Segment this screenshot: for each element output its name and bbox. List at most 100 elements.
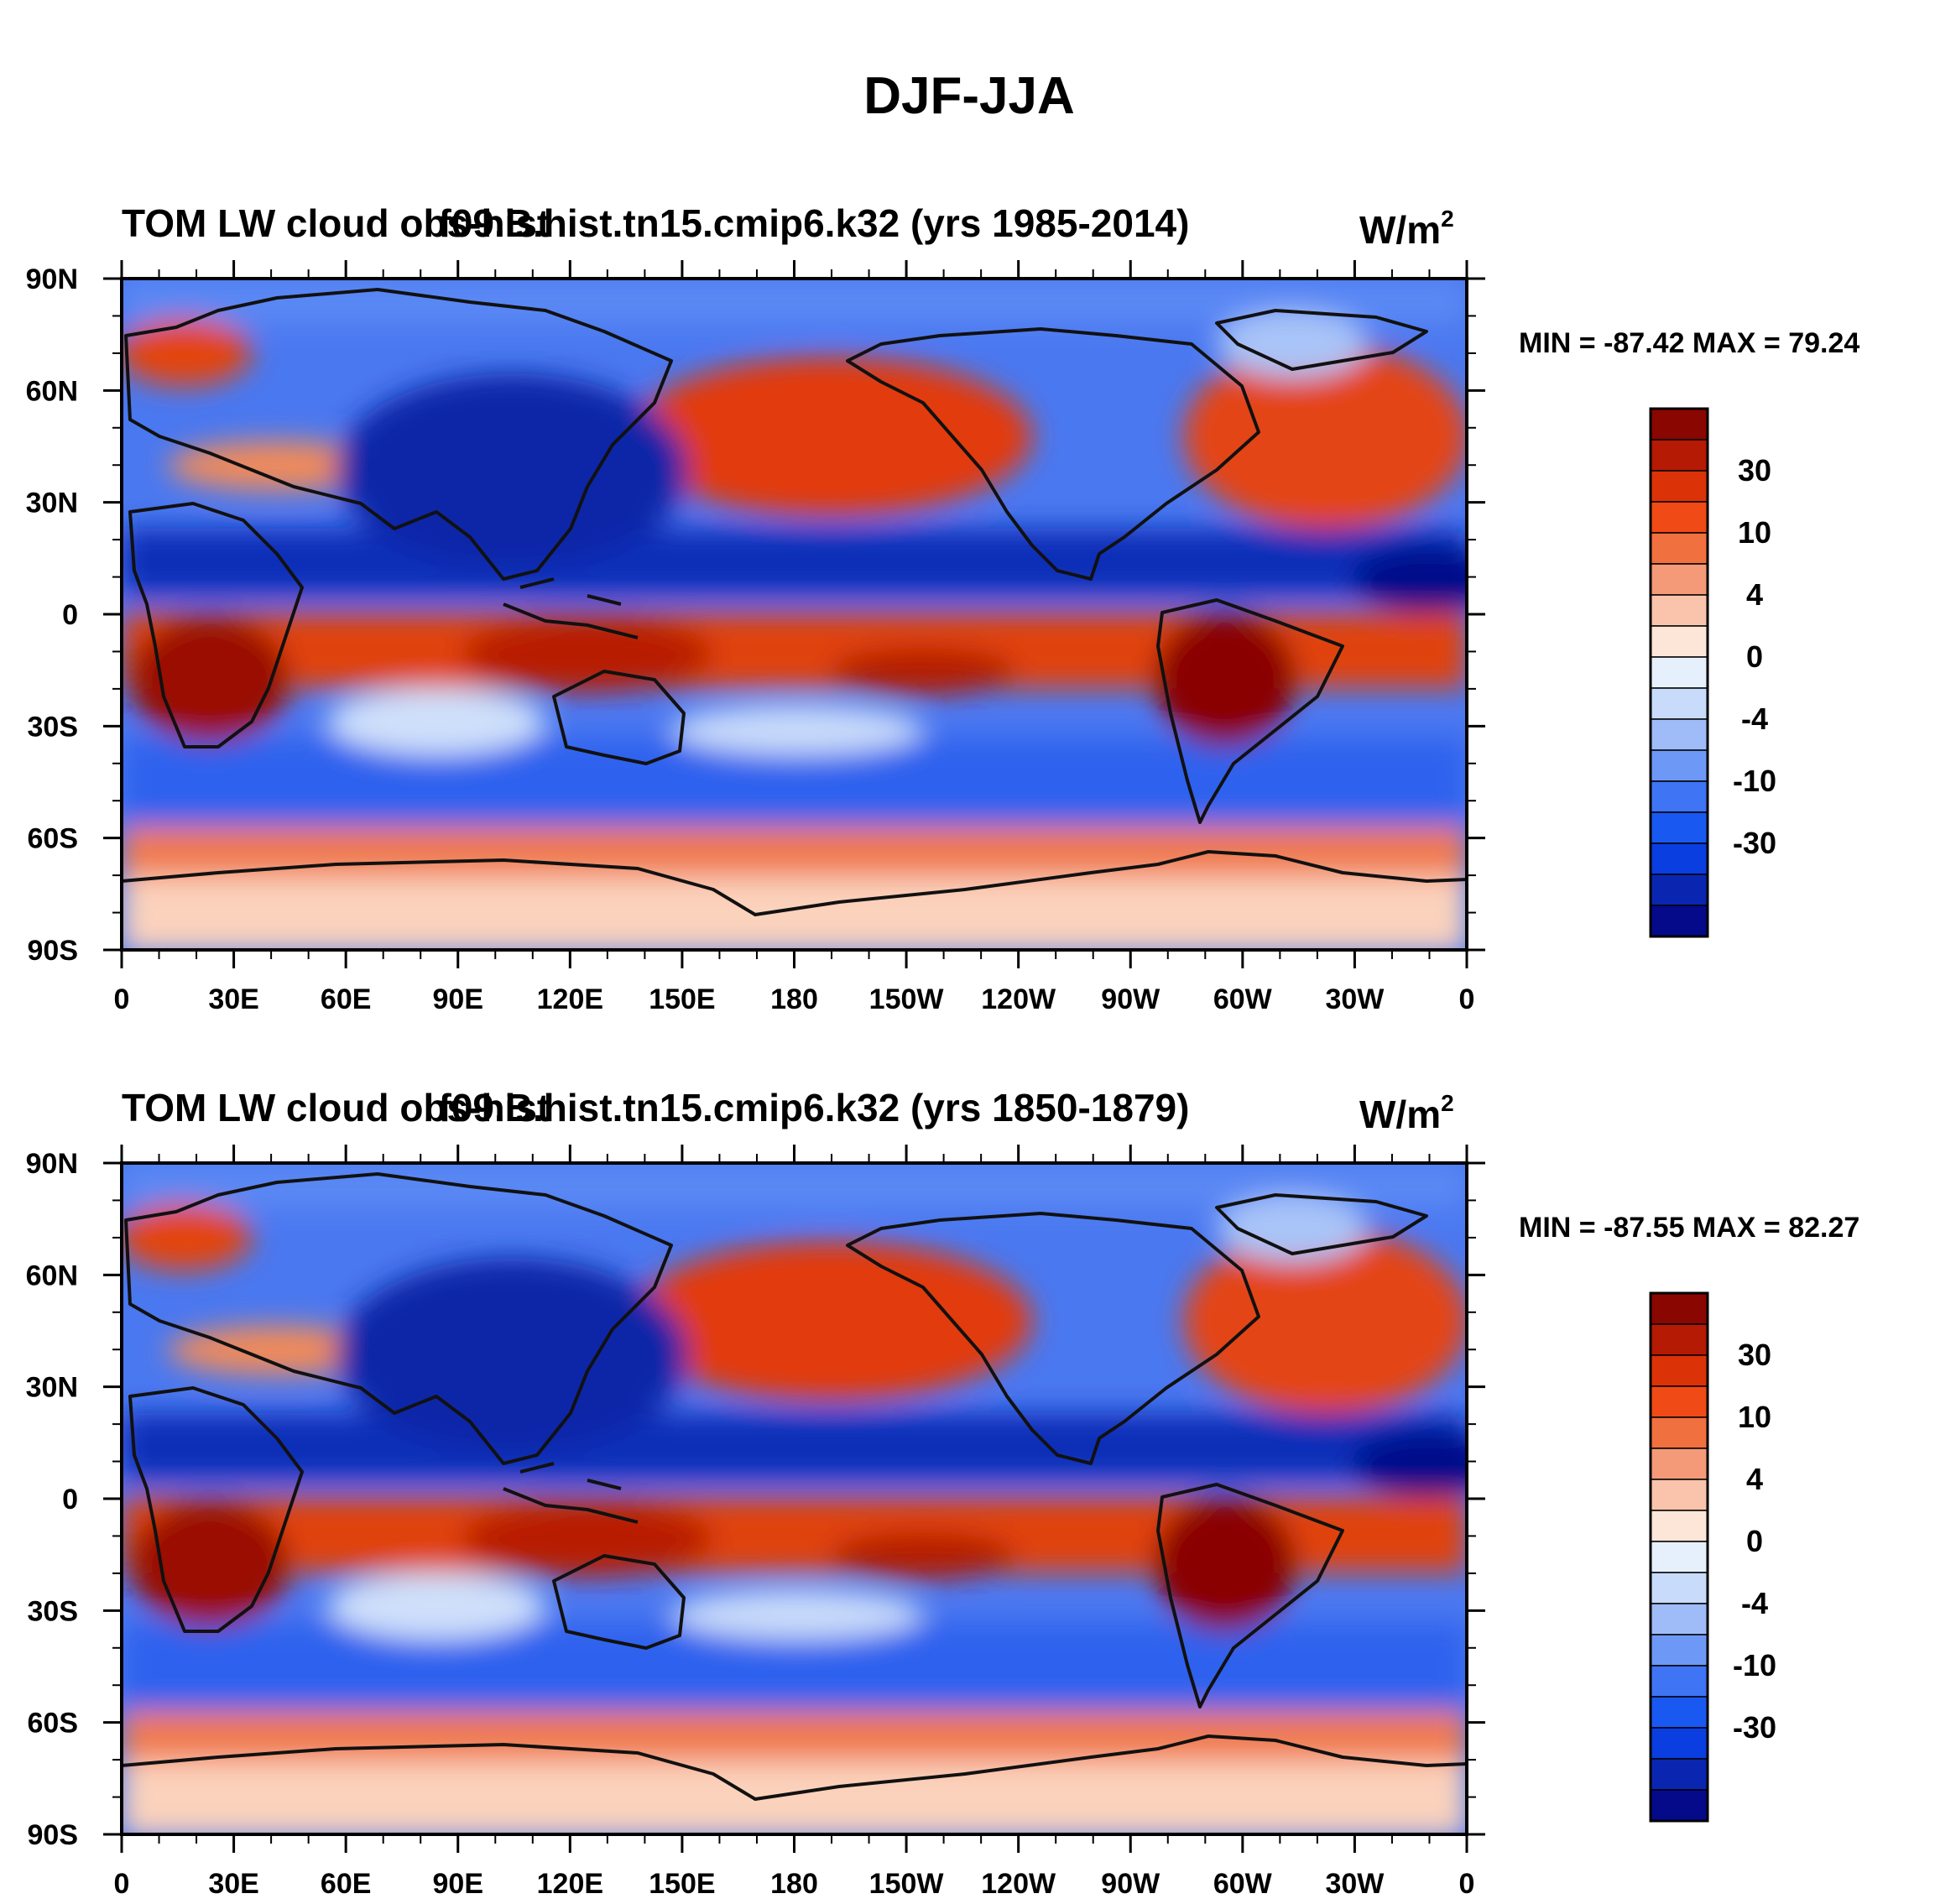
y-tick-label: 60S: [28, 1708, 79, 1740]
coast-north-america: [846, 1212, 1260, 1465]
colorbar-swatch: [1650, 1385, 1708, 1418]
colorbar-swatch: [1650, 1603, 1708, 1635]
mediterranean-warm: [168, 1325, 386, 1375]
x-tick-label: 60W: [1213, 983, 1273, 1015]
panel-2-stats: MIN = -87.55 MAX = 82.27: [1519, 1212, 1859, 1244]
x-tick-label: 0: [114, 1868, 130, 1900]
panel-1-coastlines: [122, 288, 1467, 916]
colorbar-swatch: [1650, 1416, 1708, 1449]
colorbar-swatch: [1650, 687, 1708, 720]
colorbar-swatch: [1650, 656, 1708, 689]
x-tick-label: 120E: [537, 1868, 603, 1900]
x-tick-label: 150E: [649, 1868, 715, 1900]
colorbar-swatch: [1650, 1323, 1708, 1356]
coast-south-america: [1156, 1483, 1344, 1708]
colorbar-swatch: [1650, 1572, 1708, 1604]
colorbar-swatch: [1650, 1665, 1708, 1698]
colorbar-label: -10: [1733, 764, 1776, 798]
antarctic-red-band: [122, 827, 1467, 877]
y-tick-label: 90N: [26, 1148, 78, 1180]
main-title: DJF-JJA: [863, 67, 1075, 125]
colorbar-swatch: [1650, 501, 1708, 534]
subtropical-atlantic-cold: [1351, 545, 1467, 613]
panel-1-units: W/m2: [1359, 206, 1454, 252]
colorbar-outline: [1649, 407, 1709, 938]
y-tick-label: 60S: [28, 823, 79, 855]
y-tick-label: 60N: [26, 1260, 78, 1291]
coast-north-america: [846, 327, 1260, 581]
y-tick-label: 0: [62, 599, 78, 631]
x-tick-label: 90W: [1101, 983, 1160, 1015]
colorbar-label: 4: [1746, 1462, 1763, 1496]
colorbar-swatch: [1650, 408, 1708, 441]
y-tick-label: 60N: [26, 375, 78, 407]
colorbar-swatch: [1650, 439, 1708, 472]
panel-1-units-base: W/m: [1359, 208, 1441, 252]
colorbar-label: 4: [1746, 577, 1763, 612]
colorbar-label: 0: [1746, 1524, 1763, 1558]
x-tick-label: 150W: [869, 983, 945, 1015]
colorbar-swatch: [1650, 470, 1708, 503]
colorbar-swatch: [1650, 1292, 1708, 1325]
colorbar-swatch: [1650, 905, 1708, 937]
coast-antarctica: [122, 850, 1467, 916]
europe-warm: [122, 319, 252, 386]
coast-greenland: [1215, 1193, 1428, 1255]
panel-1-map: [122, 279, 1467, 950]
tropical-blue-band: [122, 529, 1467, 596]
colorbar-label: -4: [1741, 1586, 1768, 1620]
y-tick-label: 30S: [28, 1595, 79, 1627]
panel-2-units-exp: 2: [1441, 1090, 1454, 1116]
panel-2-ticks: 0 30E 60E 90E 120E 150E 180 150W 120W 90W 60W 30W 0 9…: [26, 1145, 1485, 1900]
panel-2-center-title: f09.B.hist.tn15.cmip6.k32 (yrs 1850-1879…: [439, 1086, 1190, 1129]
coast-africa: [128, 502, 304, 749]
north-pacific-warm: [629, 357, 1032, 516]
north-atlantic-warm: [1183, 344, 1467, 529]
coast-africa: [128, 1386, 304, 1633]
colorbar-swatch: [1650, 594, 1708, 627]
x-tick-label: 30W: [1325, 1868, 1385, 1900]
panel-2-map: [122, 1163, 1467, 1834]
panel-1: TOM LW cloud obs-hist f09.B.hist.tn15.cm…: [26, 201, 1860, 1015]
colorbar-label: -10: [1733, 1648, 1776, 1682]
colorbar-label: 10: [1738, 515, 1771, 550]
panel-2-coastlines: [122, 1172, 1467, 1801]
colorbar-swatch: [1650, 874, 1708, 906]
colorbar-label: -30: [1733, 826, 1776, 860]
y-tick-label: 90S: [28, 935, 79, 967]
x-tick-label: 60W: [1213, 1868, 1273, 1900]
coast-maritime-islands: [503, 577, 639, 639]
south-america-hot: [1154, 1497, 1296, 1631]
x-tick-label: 180: [770, 1868, 818, 1900]
y-tick-label: 30S: [28, 711, 79, 743]
panel-2-units: W/m2: [1359, 1090, 1454, 1136]
x-tick-label: 30W: [1325, 983, 1385, 1015]
colorbar-label: 10: [1738, 1400, 1771, 1434]
colorbar-label: -4: [1741, 702, 1768, 736]
x-tick-label: 0: [1459, 983, 1475, 1015]
y-tick-label: 90S: [28, 1819, 79, 1851]
panel-2-field: [122, 1163, 1467, 1834]
panel-1-units-exp: 2: [1441, 206, 1454, 232]
colorbar-swatch: [1650, 1448, 1708, 1480]
x-tick-label: 90E: [433, 1868, 484, 1900]
coast-australia: [552, 670, 686, 765]
coast-greenland: [1215, 309, 1428, 371]
colorbar-swatch: [1650, 625, 1708, 658]
colorbar-label: 0: [1746, 639, 1763, 674]
colorbar-outline: [1649, 1291, 1709, 1823]
panel-1-ticks: 0 30E 60E 90E 120E 150E 180 150W 120W 90W 60W 30W 0 9…: [26, 260, 1485, 1015]
colorbar-swatch: [1650, 1541, 1708, 1573]
colorbar-swatch: [1650, 1696, 1708, 1729]
subtropical-atlantic-cold: [1351, 1430, 1467, 1497]
asia-cold: [336, 1258, 688, 1451]
panel-2-units-base: W/m: [1359, 1093, 1441, 1136]
x-tick-label: 30E: [208, 1868, 259, 1900]
antarctic-pale-band: [122, 877, 1467, 950]
x-tick-label: 90W: [1101, 1868, 1160, 1900]
coast-south-america: [1156, 598, 1344, 824]
indian-pale: [327, 1573, 545, 1640]
antarctic-red-band: [122, 1711, 1467, 1761]
indian-pale: [327, 688, 545, 755]
colorbar-swatch: [1650, 1727, 1708, 1760]
